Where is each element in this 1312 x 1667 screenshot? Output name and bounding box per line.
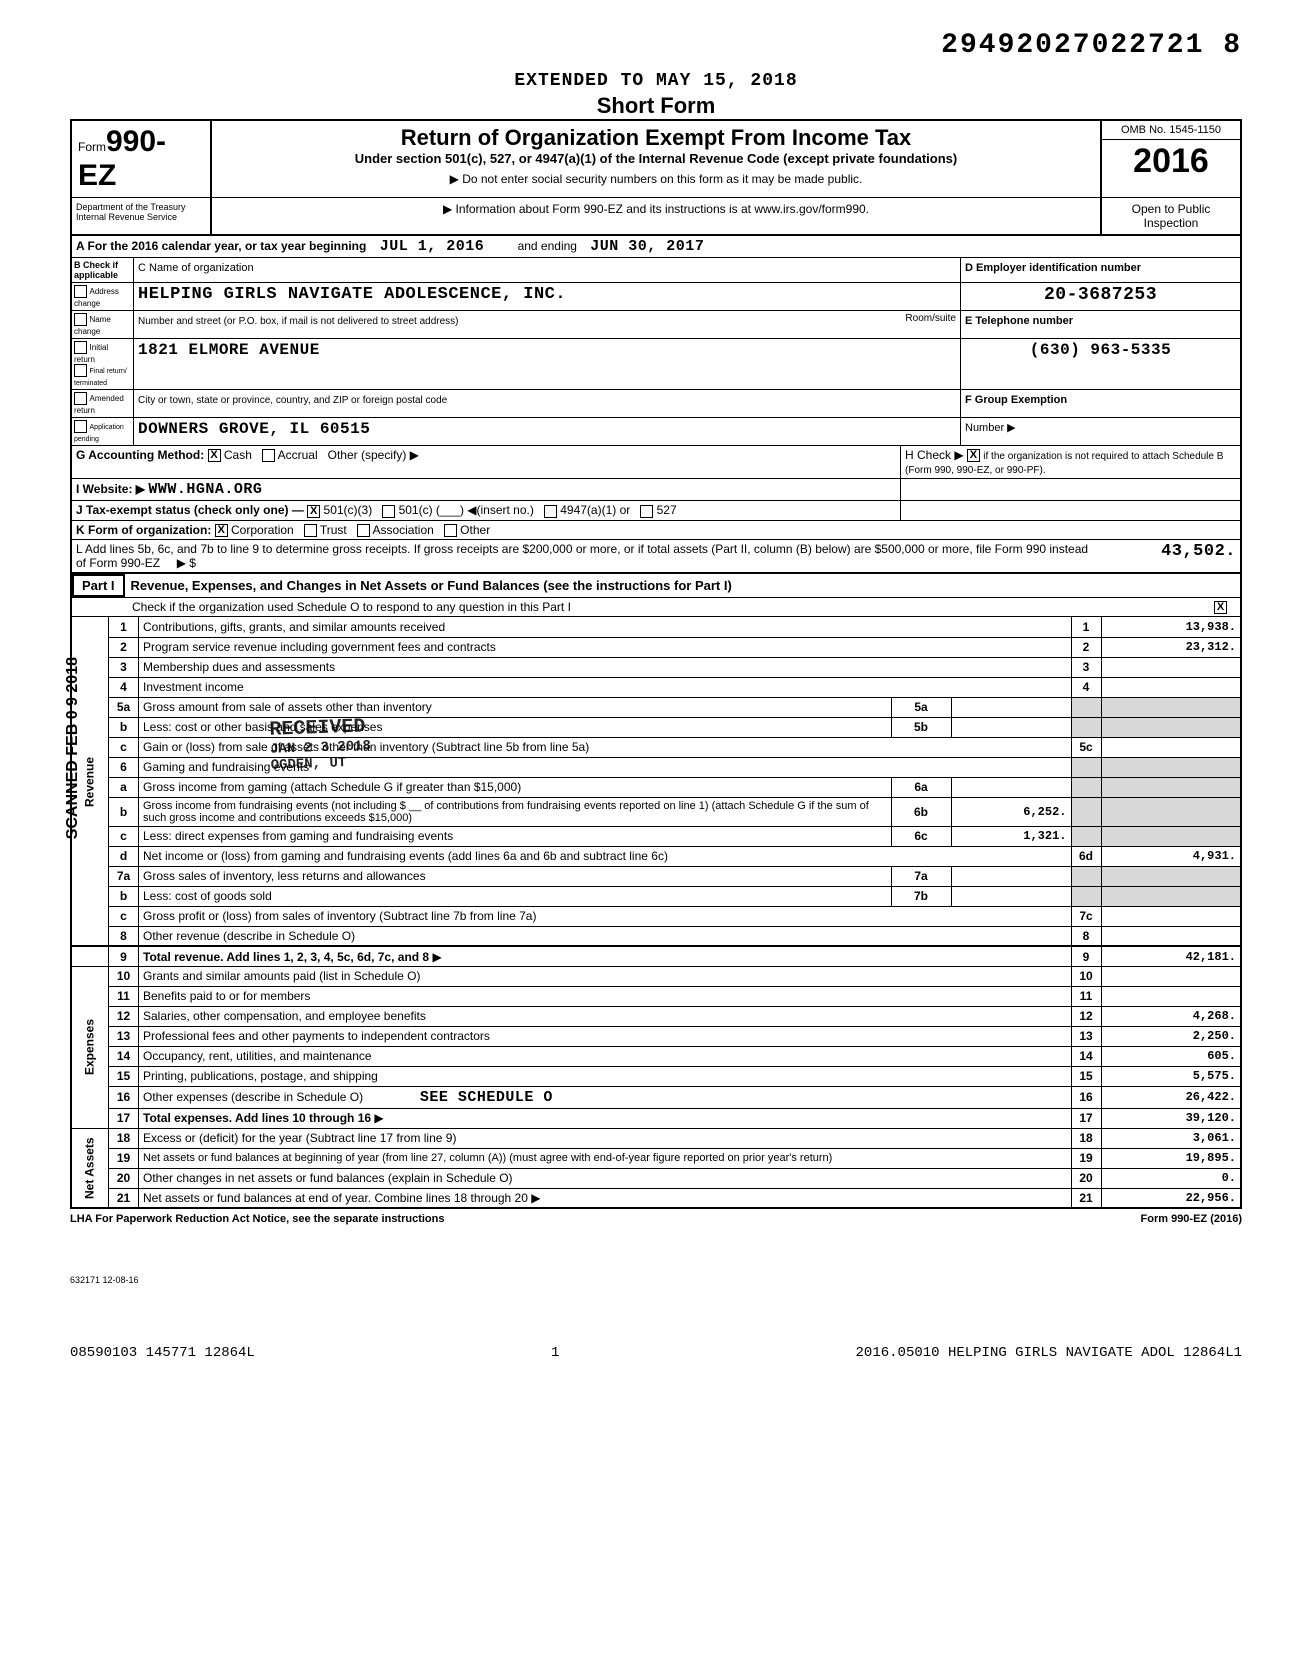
revenue-side-label: Revenue: [71, 617, 109, 946]
form-subtitle: Under section 501(c), 527, or 4947(a)(1)…: [220, 151, 1092, 166]
page-bottom: 08590103 145771 12864L 1 2016.05010 HELP…: [70, 1345, 1242, 1361]
check-4947[interactable]: [544, 505, 557, 518]
telephone: (630) 963-5335: [960, 339, 1240, 390]
check-association[interactable]: [357, 524, 370, 537]
tax-year: 2016: [1102, 140, 1240, 183]
check-final-return[interactable]: [74, 364, 87, 377]
check-application-pending[interactable]: [74, 420, 87, 433]
line-6b-val: 6,252.: [951, 797, 1071, 826]
website: WWW.HGNA.ORG: [148, 481, 262, 498]
check-cash[interactable]: X: [208, 449, 221, 462]
received-stamp: RECEIVED JAN 2 3 2018 OGDEN, UT: [269, 716, 372, 774]
line-6d-val: 4,931.: [1101, 846, 1241, 866]
check-501c[interactable]: [382, 505, 395, 518]
software-date: 632171 12-08-16: [70, 1275, 1242, 1285]
form-note-1: ▶ Do not enter social security numbers o…: [220, 172, 1092, 186]
extended-date: EXTENDED TO MAY 15, 2018: [70, 71, 1242, 91]
omb-number: OMB No. 1545-1150: [1102, 121, 1240, 140]
ein: 20-3687253: [960, 283, 1240, 311]
line-18-val: 3,061.: [1101, 1128, 1241, 1148]
line-12-val: 4,268.: [1101, 1006, 1241, 1026]
expenses-side-label: Expenses: [71, 966, 109, 1128]
period-begin: JUL 1, 2016: [380, 238, 485, 255]
line-11-val: [1101, 986, 1241, 1006]
check-527[interactable]: [640, 505, 653, 518]
line-2-val: 23,312.: [1101, 637, 1241, 657]
line-8-val: [1101, 926, 1241, 946]
short-form-label: Short Form: [70, 93, 1242, 119]
dept-row: Department of the Treasury Internal Reve…: [70, 197, 1242, 236]
form-note-2: ▶ Information about Form 990-EZ and its …: [212, 198, 1100, 234]
line-15-val: 5,575.: [1101, 1066, 1241, 1086]
check-corporation[interactable]: X: [215, 524, 228, 537]
line-9-val: 42,181.: [1101, 946, 1241, 966]
line-14-val: 605.: [1101, 1046, 1241, 1066]
line-6c-val: 1,321.: [951, 826, 1071, 846]
line-1-val: 13,938.: [1101, 617, 1241, 637]
form-number: Form990-EZ: [78, 125, 204, 193]
part-1-table: Revenue 1Contributions, gifts, grants, a…: [70, 617, 1242, 1209]
gross-receipts: 43,502.: [1100, 540, 1240, 572]
line-3-val: [1101, 657, 1241, 677]
line-16-val: 26,422.: [1101, 1086, 1241, 1108]
check-501c3[interactable]: X: [307, 505, 320, 518]
street-address: 1821 ELMORE AVENUE: [134, 339, 960, 390]
part-1-header: Part I Revenue, Expenses, and Changes in…: [70, 574, 1242, 598]
form-title: Return of Organization Exempt From Incom…: [220, 125, 1092, 151]
dept-label: Department of the Treasury Internal Reve…: [72, 198, 212, 234]
inspection: Inspection: [1106, 216, 1236, 230]
line-4-val: [1101, 677, 1241, 697]
org-name: HELPING GIRLS NAVIGATE ADOLESCENCE, INC.: [134, 283, 960, 311]
form-header: Form990-EZ Return of Organization Exempt…: [70, 119, 1242, 197]
line-20-val: 0.: [1101, 1168, 1241, 1188]
line-10-val: [1101, 966, 1241, 986]
top-stamp: 29492027022721 8: [70, 30, 1242, 61]
see-schedule-o: SEE SCHEDULE O: [420, 1089, 553, 1106]
check-accrual[interactable]: [262, 449, 275, 462]
line-19-val: 19,895.: [1101, 1148, 1241, 1168]
net-assets-side-label: Net Assets: [71, 1128, 109, 1208]
line-5c-val: [1101, 737, 1241, 757]
check-schedule-o-part1[interactable]: X: [1214, 601, 1227, 614]
check-other-org[interactable]: [444, 524, 457, 537]
line-13-val: 2,250.: [1101, 1026, 1241, 1046]
line-a: A For the 2016 calendar year, or tax yea…: [70, 236, 1242, 258]
city-state-zip: DOWNERS GROVE, IL 60515: [134, 418, 960, 445]
period-end: JUN 30, 2017: [590, 238, 704, 255]
check-amended[interactable]: [74, 392, 87, 405]
open-public: Open to Public: [1106, 202, 1236, 216]
check-address-change[interactable]: [74, 285, 87, 298]
check-name-change[interactable]: [74, 313, 87, 326]
page-footer: LHA For Paperwork Reduction Act Notice, …: [70, 1213, 1242, 1225]
line-21-val: 22,956.: [1101, 1188, 1241, 1208]
check-schedule-b[interactable]: X: [967, 449, 980, 462]
check-trust[interactable]: [304, 524, 317, 537]
line-7c-val: [1101, 906, 1241, 926]
line-17-val: 39,120.: [1101, 1108, 1241, 1128]
check-initial-return[interactable]: [74, 341, 87, 354]
